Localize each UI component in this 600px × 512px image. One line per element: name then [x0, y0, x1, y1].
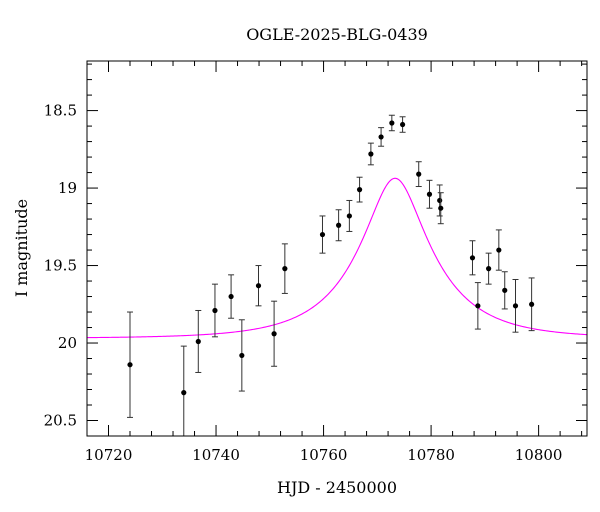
data-point — [438, 205, 444, 211]
data-point — [475, 303, 481, 309]
data-point — [368, 151, 374, 157]
data-point — [239, 352, 245, 359]
data-point — [426, 191, 433, 197]
x-tick-label: 10760 — [300, 446, 348, 464]
data-point — [346, 213, 352, 219]
y-axis-title: I magnitude — [12, 199, 31, 297]
x-tick-label: 10720 — [85, 446, 133, 464]
data-point — [529, 301, 535, 307]
chart-title: OGLE-2025-BLG-0439 — [246, 25, 428, 44]
data-point — [181, 390, 187, 396]
data-point — [378, 134, 384, 140]
plot-area: 10720 10740 10760 10780 10800 18.5 19 19.5 20 20.… — [44, 61, 587, 464]
data-point — [127, 362, 133, 368]
y-tick-label: 19.5 — [44, 257, 77, 275]
data-point — [195, 338, 201, 345]
data-point — [255, 283, 262, 289]
y-tick-label: 19 — [58, 179, 77, 197]
plot-frame — [86, 60, 588, 437]
y-tick-label: 18.5 — [44, 102, 77, 120]
x-tick-label: 10740 — [192, 446, 240, 464]
data-point — [356, 187, 363, 193]
data-point — [319, 231, 326, 238]
data-point — [399, 121, 406, 128]
data-point — [336, 222, 342, 228]
x-axis-title: HJD - 2450000 — [277, 478, 397, 497]
data-point — [496, 247, 502, 253]
data-point — [271, 331, 277, 337]
data-point — [512, 303, 519, 309]
x-tick-label: 10800 — [515, 446, 563, 464]
data-point — [228, 293, 234, 300]
data-point — [469, 255, 476, 261]
data-point — [437, 197, 443, 204]
data-point — [389, 120, 395, 126]
y-tick-label: 20.5 — [44, 412, 77, 430]
data-point — [282, 266, 288, 272]
model-curve — [87, 177, 587, 339]
data-point — [212, 307, 218, 314]
x-tick-label: 10780 — [407, 446, 455, 464]
data-point — [502, 287, 508, 293]
data-point — [416, 171, 422, 177]
data-point — [486, 266, 492, 272]
y-tick-label: 20 — [58, 334, 77, 352]
